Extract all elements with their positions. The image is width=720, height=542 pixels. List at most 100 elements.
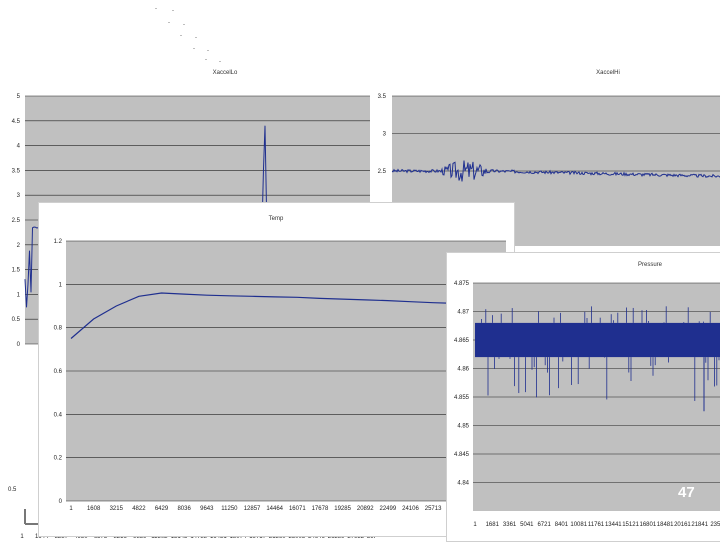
chart-title: Temp (269, 216, 284, 222)
decoration-mark: - (183, 22, 185, 28)
chart-title: XaccelHi (596, 70, 620, 76)
y-tick-label: 0.5 (12, 317, 21, 323)
x-tick-label: 13441 (605, 522, 622, 528)
y-tick-label: 0 (17, 342, 21, 348)
x-tick-label: 6721 (537, 522, 551, 528)
x-tick-label: 11250 (221, 506, 238, 512)
y-tick-label: 2 (17, 243, 21, 249)
x-tick-label: 9859 (133, 534, 147, 540)
y-tick-label: 2.5 (12, 218, 21, 224)
slide-number: 47 (678, 484, 695, 501)
y-tick-label: 0.6 (54, 369, 63, 375)
x-tick-label: 16801 (640, 522, 657, 528)
y-tick-label: 5 (17, 94, 21, 100)
y-tick-label: 3 (17, 193, 21, 199)
y-tick-label: 4.5 (12, 119, 21, 125)
y-tick-label: 2.5 (378, 169, 387, 175)
decoration-mark: - (205, 57, 207, 63)
y-tick-label: 3.5 (12, 168, 21, 174)
x-tick-label: 19717 (249, 534, 266, 540)
x-tick-label: 25713 (425, 506, 442, 512)
chart-title: XaccelLo (213, 70, 238, 76)
x-tick-label: 15121 (622, 522, 639, 528)
x-tick-label: 6573 (94, 534, 108, 540)
x-tick-label: 16431 (210, 534, 227, 540)
x-tick-label: 1608 (87, 506, 101, 512)
x-tick-label: 19285 (334, 506, 351, 512)
y-tick-label: 1.5 (12, 268, 21, 274)
y-tick-label: 4.86 (457, 367, 469, 373)
y-tick-label: 0.8 (54, 326, 63, 332)
y-tick-label: 3.5 (378, 94, 387, 100)
x-tick-label: 9643 (200, 506, 214, 512)
y-tick-label: 4.845 (454, 452, 470, 458)
x-tick-label: 26289 (328, 534, 345, 540)
x-tick-label: 18481 (657, 522, 674, 528)
x-tick-label: 5041 (520, 522, 534, 528)
y-tick-label: 3 (383, 132, 387, 138)
x-tick-label: 23003 (288, 534, 305, 540)
x-tick-label: 27932 (347, 534, 364, 540)
y-tick-label: 4 (17, 144, 21, 150)
chart-pressure-svg: Pressure 4.84 4.845 4.85 4.855 4.86 4.865 4.87… (447, 253, 720, 541)
x-tick-label: 1 (69, 506, 73, 512)
x-tick-label: 22499 (379, 506, 396, 512)
x-tick-label: 21841 (691, 522, 708, 528)
chart-temp: Temp 0 0.2 0.4 0.6 0.8 1 1.2 1 1608 3215 4822 6429… (38, 202, 515, 537)
x-tick-label: 1644 (35, 534, 49, 540)
y-tick-label: 1.2 (54, 239, 63, 245)
y-tick-label: 4.855 (454, 395, 470, 401)
x-tick-label: 17678 (312, 506, 329, 512)
x-tick-label: 6429 (155, 506, 169, 512)
x-tick-label: 21360 (269, 534, 286, 540)
x-tick-label: 1 (20, 534, 24, 540)
y-tick-label: 1 (59, 282, 63, 288)
x-tick-label: 8216 (113, 534, 127, 540)
chart-title: Pressure (638, 262, 663, 268)
y-tick-label: 4.85 (457, 424, 469, 430)
x-tick-label: 3215 (110, 506, 124, 512)
x-tick-label: 14464 (266, 506, 283, 512)
y-tick-label: 4.87 (457, 310, 469, 316)
x-tick-label: 20892 (357, 506, 374, 512)
y-tick-label: 4.865 (454, 338, 470, 344)
y-tick-label: 1 (17, 292, 21, 298)
x-tick-label: 8401 (555, 522, 569, 528)
x-tick-label: 2352 (710, 522, 720, 528)
x-tick-label: 29575 (367, 534, 375, 540)
decoration-mark: - (172, 8, 174, 14)
y-tick-label: 0.5 (8, 487, 17, 493)
y-tick-label: 4.875 (454, 281, 470, 287)
y-tick-label: 4.84 (457, 481, 469, 487)
x-tick-label: 11761 (588, 522, 605, 528)
x-tick-label: 20161 (674, 522, 691, 528)
decoration-mark: - (219, 59, 221, 65)
x-tick-label: 4822 (132, 506, 146, 512)
x-tick-label: 18074 (230, 534, 247, 540)
x-tick-label: 24646 (308, 534, 325, 540)
data-band (475, 322, 720, 358)
x-tick-label: 14788 (190, 534, 207, 540)
x-tick-label: 24106 (402, 506, 419, 512)
x-tick-label: 12857 (244, 506, 261, 512)
x-tick-label: 4930 (74, 534, 88, 540)
decoration-mark: - (193, 46, 195, 52)
x-tick-label: 13145 (171, 534, 188, 540)
x-tick-label: 16071 (289, 506, 306, 512)
y-tick-label: 0.2 (54, 456, 63, 462)
x-tick-label: 1681 (486, 522, 500, 528)
x-tick-label: 3287 (55, 534, 69, 540)
y-tick-label: 0 (59, 499, 63, 505)
decoration-mark: - (168, 20, 170, 26)
decoration-mark: - (180, 33, 182, 39)
decoration-mark: - (207, 48, 209, 54)
x-tick-label: 11502 (151, 534, 168, 540)
x-tick-label: 8036 (177, 506, 191, 512)
decoration-mark: - (155, 6, 157, 12)
decoration-mark: - (195, 35, 197, 41)
chart-pressure: Pressure 4.84 4.845 4.85 4.855 4.86 4.865 4.87… (446, 252, 720, 542)
x-tick-label: 10081 (570, 522, 587, 528)
x-tick-label: 3361 (503, 522, 517, 528)
chart-temp-svg: Temp 0 0.2 0.4 0.6 0.8 1 1.2 1 1608 3215 4822 6429… (39, 203, 514, 536)
x-tick-label: 1 (473, 522, 477, 528)
